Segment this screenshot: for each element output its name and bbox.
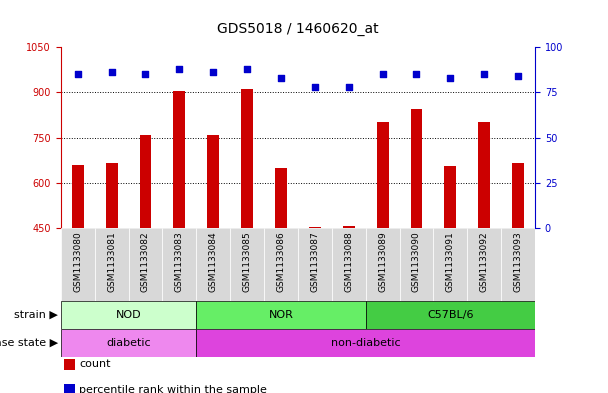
- Text: NOD: NOD: [116, 310, 142, 320]
- Text: GSM1133082: GSM1133082: [141, 231, 150, 292]
- Bar: [434, 228, 468, 301]
- Bar: [298, 228, 332, 301]
- Text: GDS5018 / 1460620_at: GDS5018 / 1460620_at: [217, 22, 379, 36]
- Bar: [207, 134, 219, 228]
- Text: disease state ▶: disease state ▶: [0, 338, 58, 348]
- Text: non-diabetic: non-diabetic: [331, 338, 401, 348]
- Point: [242, 66, 252, 72]
- Bar: [501, 228, 535, 301]
- Bar: [162, 228, 196, 301]
- Point: [344, 84, 354, 90]
- Text: GSM1133090: GSM1133090: [412, 231, 421, 292]
- Bar: [128, 228, 162, 301]
- Bar: [309, 227, 321, 228]
- Point: [412, 71, 421, 77]
- Text: percentile rank within the sample: percentile rank within the sample: [79, 385, 267, 393]
- Bar: [512, 163, 524, 228]
- Bar: [241, 89, 253, 228]
- Bar: [365, 301, 535, 329]
- Point: [513, 73, 523, 79]
- Point: [209, 69, 218, 75]
- Bar: [377, 123, 389, 228]
- Bar: [478, 123, 490, 228]
- Text: diabetic: diabetic: [106, 338, 151, 348]
- Bar: [61, 228, 95, 301]
- Bar: [343, 226, 354, 228]
- Point: [140, 71, 150, 77]
- Bar: [196, 301, 365, 329]
- Text: strain ▶: strain ▶: [14, 310, 58, 320]
- Point: [479, 71, 489, 77]
- Text: C57BL/6: C57BL/6: [427, 310, 474, 320]
- Bar: [275, 168, 287, 228]
- Bar: [468, 228, 501, 301]
- Bar: [264, 228, 298, 301]
- Bar: [332, 228, 365, 301]
- Bar: [196, 329, 535, 357]
- Point: [446, 75, 455, 81]
- Text: GSM1133085: GSM1133085: [243, 231, 252, 292]
- Bar: [106, 163, 117, 228]
- Point: [310, 84, 320, 90]
- Text: GSM1133088: GSM1133088: [344, 231, 353, 292]
- Point: [276, 75, 286, 81]
- Text: GSM1133081: GSM1133081: [107, 231, 116, 292]
- Bar: [173, 91, 185, 228]
- Bar: [95, 228, 128, 301]
- Bar: [230, 228, 264, 301]
- Text: GSM1133089: GSM1133089: [378, 231, 387, 292]
- Text: GSM1133086: GSM1133086: [277, 231, 286, 292]
- Text: NOR: NOR: [269, 310, 294, 320]
- Text: count: count: [79, 359, 111, 369]
- Bar: [399, 228, 434, 301]
- Text: GSM1133084: GSM1133084: [209, 231, 218, 292]
- Point: [107, 69, 117, 75]
- Bar: [61, 329, 196, 357]
- Bar: [61, 301, 196, 329]
- Text: GSM1133087: GSM1133087: [310, 231, 319, 292]
- Point: [174, 66, 184, 72]
- Point: [73, 71, 83, 77]
- Text: GSM1133083: GSM1133083: [175, 231, 184, 292]
- Bar: [365, 228, 399, 301]
- Bar: [140, 134, 151, 228]
- Bar: [196, 228, 230, 301]
- Text: GSM1133093: GSM1133093: [514, 231, 523, 292]
- Bar: [72, 165, 84, 228]
- Text: GSM1133092: GSM1133092: [480, 231, 489, 292]
- Bar: [410, 109, 423, 228]
- Point: [378, 71, 387, 77]
- Text: GSM1133091: GSM1133091: [446, 231, 455, 292]
- Bar: [444, 166, 456, 228]
- Text: GSM1133080: GSM1133080: [73, 231, 82, 292]
